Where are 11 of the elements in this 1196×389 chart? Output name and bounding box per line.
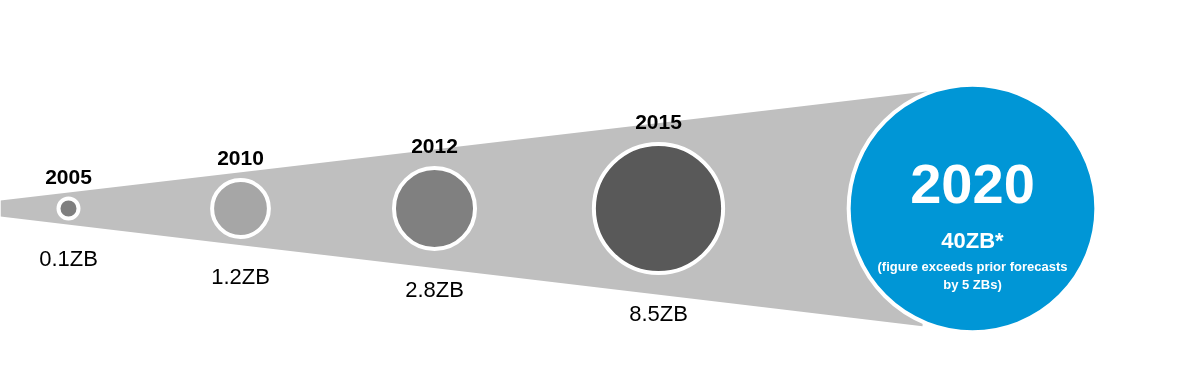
category-label: 2012: [411, 133, 458, 157]
category-label: 2010: [217, 146, 264, 170]
data-label: 2.8ZB: [405, 276, 464, 302]
category-label: 2005: [45, 164, 93, 188]
category-label: 2020: [910, 151, 1035, 215]
category-label: 2015: [635, 109, 683, 133]
data-label: 0.1ZB: [39, 246, 98, 271]
text: (figure exceeds prior forecasts by 5 ZBs): [877, 259, 1068, 292]
data-label: 8.5ZB: [629, 300, 688, 326]
data-label: 40ZB*: [941, 228, 1005, 253]
data-label: 1.2ZB: [211, 264, 270, 290]
